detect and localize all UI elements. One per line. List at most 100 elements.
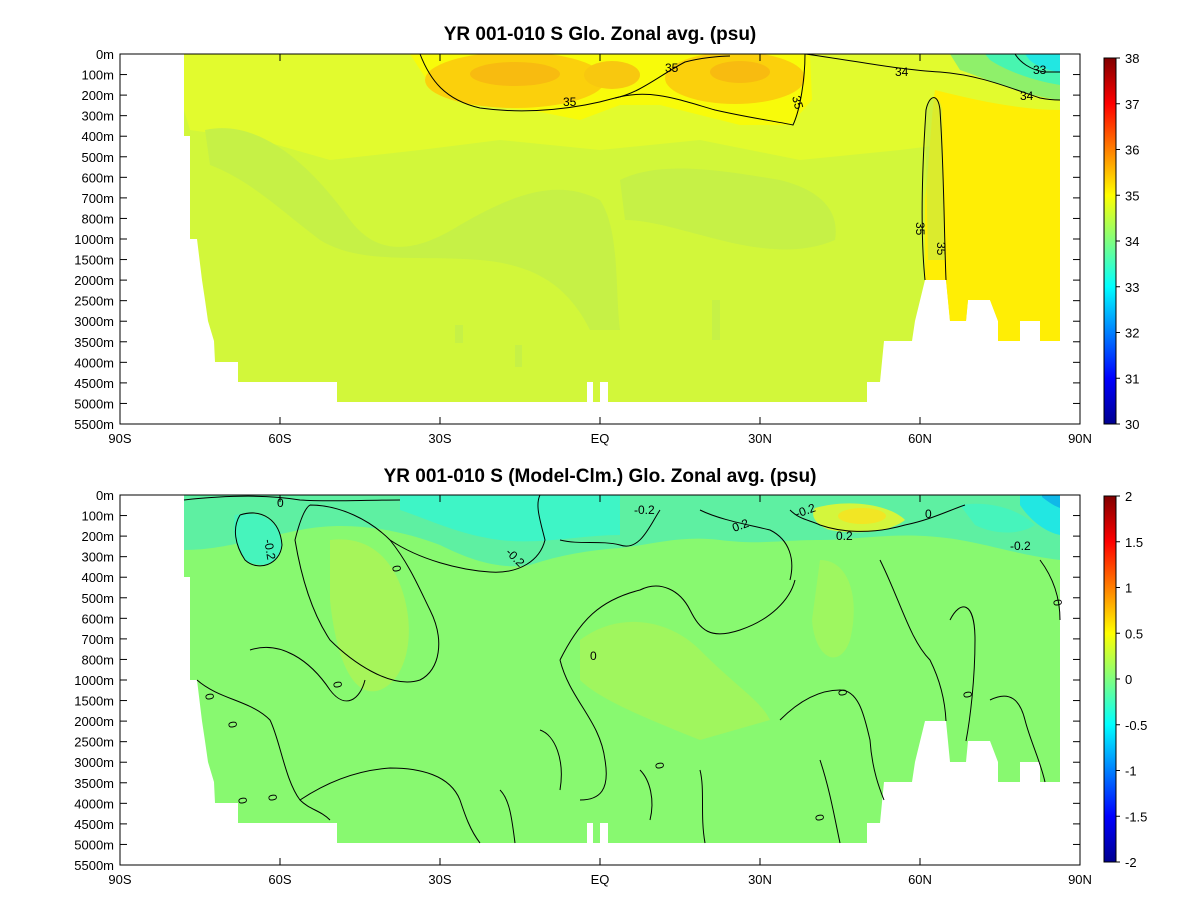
contour-line	[614, 54, 806, 126]
ocean-field	[205, 128, 620, 330]
contour-line	[804, 54, 1061, 101]
x-tick-label: 90S	[108, 872, 131, 887]
topography-mask	[587, 823, 593, 845]
contour-label: 0	[389, 564, 404, 573]
colorbar-tick-label: 33	[1125, 280, 1139, 295]
ocean-field	[838, 508, 886, 524]
y-tick-label: 3000m	[74, 314, 114, 329]
y-tick-label: 100m	[81, 68, 114, 83]
colorbar-tick-label: 1	[1125, 581, 1132, 596]
contour-label: 0	[225, 720, 240, 729]
colorbar-tick-label: -2	[1125, 855, 1137, 870]
x-tick-label: 30S	[428, 872, 451, 887]
x-tick-label: 90S	[108, 431, 131, 446]
contour-label: 35	[789, 94, 806, 111]
panel-title: YR 001-010 S (Model-Clm.) Glo. Zonal avg…	[384, 466, 817, 487]
x-tick-label: 30N	[748, 431, 772, 446]
contour-label: -0.2	[793, 500, 818, 520]
y-tick-label: 100m	[81, 509, 114, 524]
y-tick-label: 200m	[81, 529, 114, 544]
contour-label: 0.2	[836, 529, 853, 543]
y-tick-label: 300m	[81, 550, 114, 565]
contour-line	[419, 54, 731, 112]
colorbar-tick-label: -1	[1125, 764, 1137, 779]
contour-line	[921, 97, 947, 281]
y-tick-label: 5000m	[74, 837, 114, 852]
ocean-field	[712, 300, 720, 340]
contour-label: 0	[925, 507, 932, 521]
panel-salinity: YR 001-010 S Glo. Zonal avg. (psu)	[74, 24, 1139, 446]
ocean-field	[580, 621, 770, 740]
y-tick-label: 0m	[96, 488, 114, 503]
ocean-field	[470, 62, 560, 86]
contour-label: 35	[934, 242, 948, 256]
contour-label: 0	[652, 761, 667, 770]
y-tick-label: 2500m	[74, 735, 114, 750]
y-tick-label: 4000m	[74, 796, 114, 811]
axis-ticks: 90S 60S 30S EQ 30N 60N 90N 0m 100m 200m 300m 400m 50…	[74, 488, 1092, 887]
colorbar-tick-label: 0.5	[1125, 626, 1143, 641]
contour-label: 35	[913, 222, 927, 236]
colorbar-tick-label: -0.5	[1125, 718, 1147, 733]
x-tick-label: 90N	[1068, 872, 1092, 887]
contour-label: 33	[1033, 63, 1047, 77]
colorbar-tick-label: 1.5	[1125, 535, 1143, 550]
x-tick-label: 90N	[1068, 431, 1092, 446]
y-tick-label: 1500m	[74, 253, 114, 268]
x-tick-label: EQ	[591, 872, 610, 887]
y-tick-label: 4500m	[74, 376, 114, 391]
contour-label: -0.2	[634, 503, 655, 517]
y-tick-label: 500m	[81, 150, 114, 165]
ocean-field	[184, 54, 1060, 160]
panel-salinity-anomaly: YR 001-010 S (Model-Clm.) Glo. Zonal avg…	[74, 466, 1147, 887]
y-tick-label: 5500m	[74, 858, 114, 873]
plot-area: 35 35 35 34 33 34 35 35	[184, 54, 1061, 404]
contour-label: 34	[1020, 89, 1034, 103]
colorbar-tick-label: -1.5	[1125, 809, 1147, 824]
colorbar-tick-label: 32	[1125, 326, 1139, 341]
y-tick-label: 3500m	[74, 776, 114, 791]
y-tick-label: 5000m	[74, 396, 114, 411]
x-tick-label: 30N	[748, 872, 772, 887]
contour-label: 0.2	[730, 516, 751, 535]
y-tick-label: 2000m	[74, 273, 114, 288]
ocean-field	[1042, 495, 1060, 508]
colorbar-tick-label: 34	[1125, 234, 1139, 249]
contour-set	[183, 495, 1061, 844]
colorbar-tick-label: 37	[1125, 97, 1139, 112]
y-tick-label: 700m	[81, 191, 114, 206]
colorbar-tick-label: 2	[1125, 489, 1132, 504]
y-tick-label: 3500m	[74, 335, 114, 350]
contour-label: 0	[812, 813, 827, 822]
y-tick-label: 800m	[81, 652, 114, 667]
panel-title: YR 001-010 S Glo. Zonal avg. (psu)	[444, 24, 757, 45]
contour-label: 0	[277, 496, 284, 510]
contour-label: 0	[202, 692, 217, 701]
colorbar-tick-label: 38	[1125, 51, 1139, 66]
x-tick-label: 60N	[908, 872, 932, 887]
axis-ticks: 90S 60S 30S EQ 30N 60N 90N 0m 100m 200m 300m 400m 50…	[74, 47, 1092, 446]
contour-label: 34	[895, 65, 909, 79]
y-tick-label: 2500m	[74, 294, 114, 309]
y-tick-label: 200m	[81, 88, 114, 103]
ocean-field	[710, 61, 770, 83]
ocean-field	[455, 325, 463, 343]
y-tick-label: 300m	[81, 109, 114, 124]
ocean-field	[960, 503, 1035, 533]
ocean-field	[330, 539, 409, 692]
contour-label: 0	[330, 680, 345, 689]
contour-label: 0	[835, 688, 850, 697]
y-tick-label: 600m	[81, 170, 114, 185]
y-tick-label: 500m	[81, 591, 114, 606]
plot-area: 0 -0.2 0 -0.2 -0.2 0.2 -0.2 0.2 -0.2 0 0…	[183, 495, 1065, 845]
topography-mask	[600, 382, 608, 404]
y-tick-label: 400m	[81, 129, 114, 144]
colorbar-tick-label: 36	[1125, 143, 1139, 158]
y-tick-label: 800m	[81, 211, 114, 226]
colorbar-ticks: 30 31 32 33 34 35 36 37 38	[1116, 51, 1139, 432]
y-tick-label: 0m	[96, 47, 114, 62]
ocean-field	[515, 345, 522, 367]
ocean-field	[584, 61, 640, 89]
colorbar-tick-label: 0	[1125, 672, 1132, 687]
topography-mask	[587, 382, 593, 404]
